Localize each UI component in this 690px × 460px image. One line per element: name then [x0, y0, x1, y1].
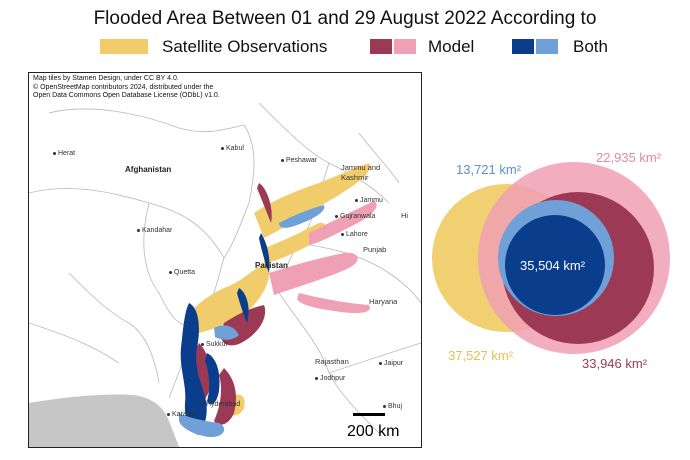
city-marker — [169, 270, 172, 274]
place-gujranwala: Gujranwala — [335, 213, 375, 220]
city-marker — [221, 146, 224, 150]
city-marker — [341, 232, 344, 236]
city-marker — [379, 361, 382, 365]
place-kandahar: Kandahar — [137, 227, 172, 234]
arabian-sea — [29, 394, 179, 447]
legend-swatch-model-dark — [370, 39, 392, 54]
figure-title: Flooded Area Between 01 and 29 August 20… — [93, 8, 597, 29]
legend-label-both: Both — [573, 37, 608, 56]
region-rajasthan: Rajasthan — [315, 357, 349, 366]
legend-swatch-both-light — [536, 39, 558, 54]
region-hi: Hi — [401, 211, 409, 220]
city-marker — [315, 376, 318, 380]
venn-diagram: 13,721 km² 22,935 km² 35,504 km² 37,527 … — [430, 140, 690, 380]
legend-label-satellite: Satellite Observations — [162, 37, 328, 56]
place-bhuj: Bhuj — [383, 403, 402, 410]
place-quetta: Quetta — [169, 269, 195, 276]
map-graphic — [29, 102, 421, 447]
flood-map: Map tiles by Stamen Design, under CC BY … — [28, 72, 422, 448]
scale-bar-label: 200 km — [347, 423, 400, 440]
region-punjab: Punjab — [363, 245, 387, 254]
legend-swatch-satellite — [100, 39, 148, 54]
place-jammu: Jammu — [355, 197, 383, 204]
place-lahore: Lahore — [341, 231, 368, 238]
venn-label-model-light: 22,935 km² — [596, 150, 662, 165]
region-pakistan: Pakistan — [255, 261, 288, 270]
legend-swatch-model-light — [394, 39, 416, 54]
city-marker — [167, 412, 170, 416]
place-kabul: Kabul — [221, 145, 244, 152]
region-haryana: Haryana — [369, 297, 398, 306]
venn-label-satellite-only: 37,527 km² — [448, 348, 514, 363]
region-jammu-kashmir: Jammu and Kashmir — [341, 163, 381, 182]
place-hyderabad: Hyderabad — [201, 401, 240, 408]
city-marker — [281, 158, 284, 162]
city-marker — [137, 228, 140, 232]
scale-bar — [353, 413, 385, 416]
venn-graphic — [432, 162, 670, 354]
map-attribution: Map tiles by Stamen Design, under CC BY … — [33, 75, 220, 99]
venn-label-model-only: 33,946 km² — [582, 356, 648, 371]
city-marker — [53, 151, 56, 155]
both-flood-areas — [179, 205, 325, 438]
place-sukkur: Sukkur — [201, 341, 228, 348]
place-jaipur: Jaipur — [379, 360, 403, 367]
venn-label-satellite-light: 13,721 km² — [456, 162, 522, 177]
city-marker — [335, 214, 338, 218]
city-marker — [355, 198, 358, 202]
region-afghanistan: Afghanistan — [125, 165, 172, 174]
venn-label-both: 35,504 km² — [520, 258, 586, 273]
city-marker — [201, 402, 204, 406]
place-herat: Herat — [53, 150, 75, 157]
venn-both-dark-circle — [505, 215, 605, 315]
legend-swatch-both-dark — [512, 39, 534, 54]
place-karachi: Karachi — [167, 411, 196, 418]
legend: Satellite Observations Model Both — [0, 37, 690, 59]
place-jodhpur: Jodhpur — [315, 375, 345, 382]
city-marker — [383, 404, 386, 408]
legend-label-model: Model — [428, 37, 475, 56]
place-peshawar: Peshawar — [281, 157, 317, 164]
city-marker — [201, 342, 204, 346]
